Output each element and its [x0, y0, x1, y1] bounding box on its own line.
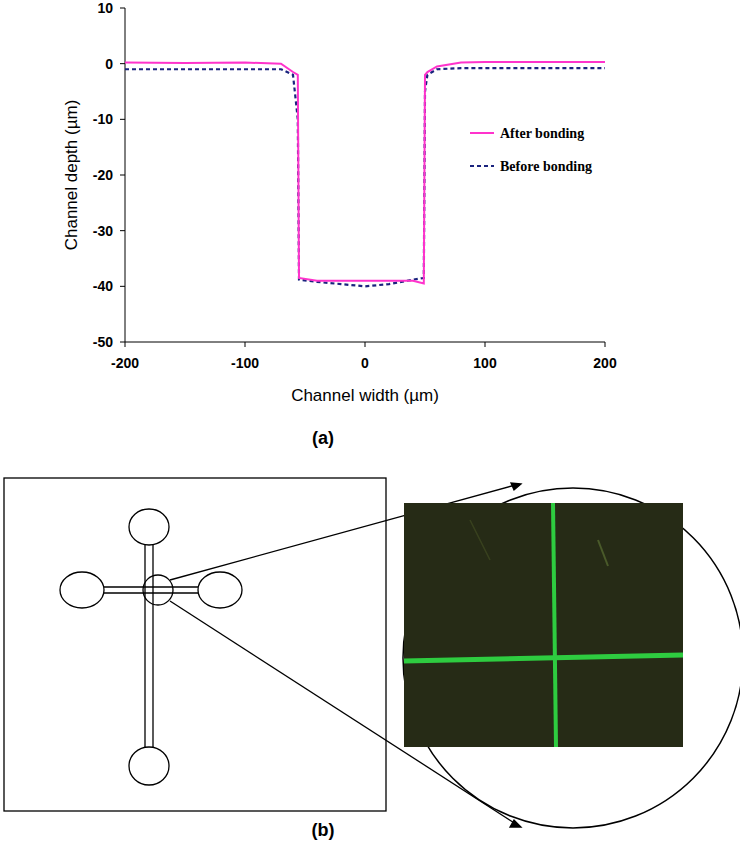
reservoir: [60, 572, 104, 608]
y-tick: [120, 230, 125, 231]
y-tick-label: -30: [93, 223, 113, 239]
legend-label: After bonding: [500, 126, 584, 141]
x-tick-label: 0: [361, 355, 369, 371]
y-axis-title: Channel depth (µm): [62, 100, 81, 251]
x-tick: [125, 342, 126, 347]
channel-edge: [103, 592, 198, 593]
zoom-circle: [403, 488, 740, 828]
arrow-head: [510, 820, 521, 827]
y-tick: [120, 63, 125, 64]
arrow-head: [511, 483, 521, 490]
x-axis-title: Channel width (µm): [291, 386, 439, 405]
reservoir: [129, 509, 169, 545]
x-tick-label: 200: [593, 355, 617, 371]
y-tick-label: -20: [93, 167, 113, 183]
channel-edge: [144, 545, 145, 747]
reservoir: [129, 747, 169, 785]
y-tick: [120, 342, 125, 343]
series-line: [125, 62, 605, 284]
legend-label: Before bonding: [500, 159, 592, 174]
panel-label: (b): [312, 820, 335, 840]
y-tick: [120, 286, 125, 287]
legend-swatch: [470, 165, 494, 167]
y-tick-label: 0: [105, 56, 113, 72]
x-tick-label: -200: [111, 355, 139, 371]
y-tick-label: -10: [93, 111, 113, 127]
micrograph: [404, 503, 683, 747]
reservoir: [198, 572, 242, 608]
y-tick-label: 10: [97, 0, 113, 16]
debris: [598, 540, 608, 566]
x-tick: [485, 342, 486, 347]
zoom-marker: [143, 575, 173, 605]
x-tick: [245, 342, 246, 347]
y-tick: [120, 8, 125, 9]
x-tick-label: 100: [473, 355, 497, 371]
y-tick-label: -50: [93, 334, 113, 350]
series-line: [125, 68, 605, 286]
y-tick: [120, 175, 125, 176]
figure: 100-10-20-30-40-50-200-1000100200Channel…: [0, 0, 740, 857]
micrograph-tint: [404, 503, 683, 747]
chip-outline: [4, 478, 386, 811]
x-tick: [365, 342, 366, 347]
plot-lines: [125, 62, 605, 286]
x-tick: [605, 342, 606, 347]
channel-fluorescence: [404, 655, 683, 661]
y-tick-label: -40: [93, 278, 113, 294]
channel-fluorescence: [553, 503, 556, 747]
channel-edge: [103, 586, 198, 587]
debris: [470, 520, 490, 560]
y-tick: [120, 119, 125, 120]
legend-swatch: [470, 132, 494, 134]
x-tick-label: -100: [231, 355, 259, 371]
micrograph-bg: [404, 503, 683, 747]
panel-label: (a): [312, 428, 334, 448]
